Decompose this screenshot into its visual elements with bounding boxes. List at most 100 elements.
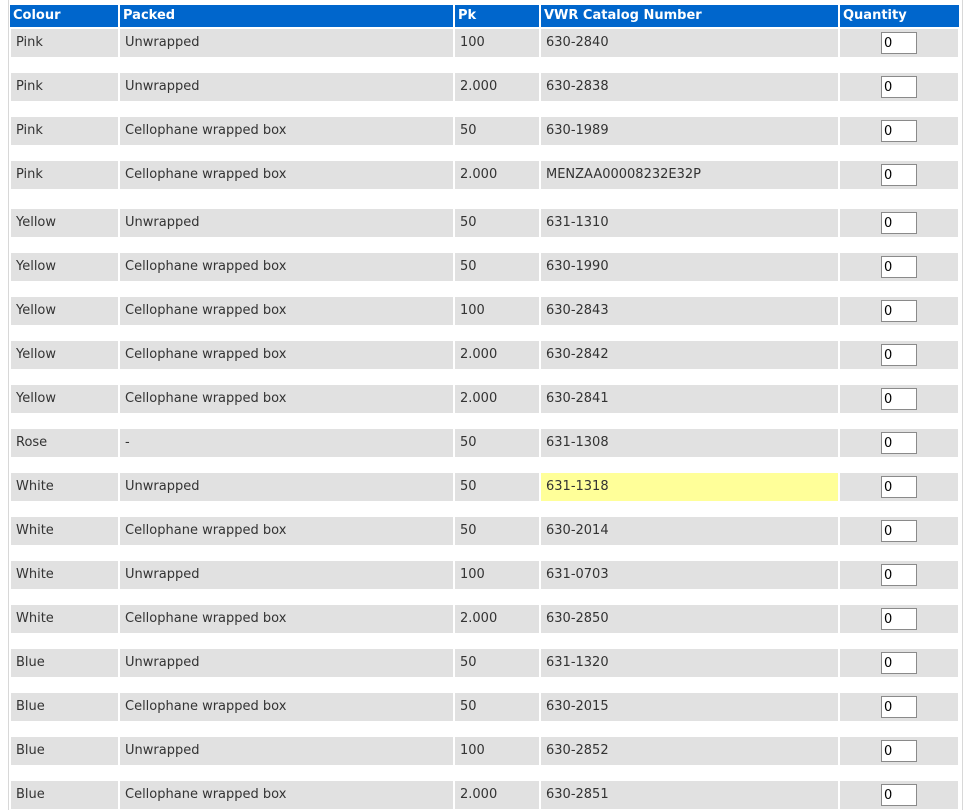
header-quantity: Quantity (840, 5, 959, 27)
cell-pk: 50 (455, 649, 539, 677)
cell-packed: Cellophane wrapped box (120, 517, 453, 545)
cell-packed: Unwrapped (120, 73, 453, 101)
table-row: Yellow Cellophane wrapped box 2.000 630-284… (0, 385, 966, 413)
cell-pk: 50 (455, 117, 539, 145)
cell-colour: Pink (11, 117, 118, 145)
cell-catalog-number: 630-2851 (541, 781, 838, 809)
table-row: Pink Unwrapped 2.000 630-2838 (0, 73, 966, 101)
table-header: Colour Packed Pk VWR Catalog Number Quan… (0, 5, 966, 27)
cell-colour: White (11, 605, 118, 633)
quantity-input[interactable] (881, 32, 917, 54)
cell-catalog-number: 630-2843 (541, 297, 838, 325)
table-right-border (962, 0, 963, 810)
cell-catalog-number: 630-2838 (541, 73, 838, 101)
quantity-input[interactable] (881, 164, 917, 186)
cell-packed: Cellophane wrapped box (120, 693, 453, 721)
cell-pk: 2.000 (455, 341, 539, 369)
cell-catalog-number: 631-1320 (541, 649, 838, 677)
cell-pk: 50 (455, 693, 539, 721)
table-row: Pink Cellophane wrapped box 2.000 MENZAA000… (0, 161, 966, 189)
cell-colour: Yellow (11, 297, 118, 325)
cell-pk: 2.000 (455, 385, 539, 413)
cell-pk: 2.000 (455, 781, 539, 809)
cell-packed: Unwrapped (120, 737, 453, 765)
quantity-input[interactable] (881, 300, 917, 322)
quantity-input[interactable] (881, 784, 917, 806)
cell-colour: Pink (11, 73, 118, 101)
quantity-input[interactable] (881, 256, 917, 278)
table-row: Blue Cellophane wrapped box 50 630-2015 (0, 693, 966, 721)
table-row: Blue Unwrapped 50 631-1320 (0, 649, 966, 677)
cell-colour: White (11, 561, 118, 589)
cell-colour: Pink (11, 29, 118, 57)
cell-packed: Cellophane wrapped box (120, 253, 453, 281)
cell-pk: 50 (455, 209, 539, 237)
table-row: Blue Unwrapped 100 630-2852 (0, 737, 966, 765)
cell-pk: 50 (455, 429, 539, 457)
cell-catalog-number: MENZAA00008232E32P (541, 161, 838, 189)
cell-pk: 2.000 (455, 73, 539, 101)
table-row: Pink Unwrapped 100 630-2840 (0, 29, 966, 57)
cell-colour: Blue (11, 693, 118, 721)
cell-pk: 50 (455, 253, 539, 281)
cell-catalog-number: 631-1308 (541, 429, 838, 457)
quantity-input[interactable] (881, 388, 917, 410)
cell-colour: Pink (11, 161, 118, 189)
table-row: White Unwrapped 50 631-1318 (0, 473, 966, 501)
cell-colour: Yellow (11, 385, 118, 413)
cell-catalog-number: 631-0703 (541, 561, 838, 589)
table-row: Yellow Cellophane wrapped box 2.000 630-284… (0, 341, 966, 369)
quantity-input[interactable] (881, 696, 917, 718)
cell-catalog-number: 631-1318 (541, 473, 838, 501)
table-row: White Unwrapped 100 631-0703 (0, 561, 966, 589)
quantity-input[interactable] (881, 344, 917, 366)
cell-packed: Cellophane wrapped box (120, 341, 453, 369)
quantity-input[interactable] (881, 608, 917, 630)
header-packed: Packed (120, 5, 453, 27)
cell-packed: Cellophane wrapped box (120, 161, 453, 189)
table-left-border (8, 0, 9, 810)
quantity-input[interactable] (881, 476, 917, 498)
cell-pk: 100 (455, 29, 539, 57)
cell-catalog-number: 630-2852 (541, 737, 838, 765)
table-row: Yellow Cellophane wrapped box 100 630-2843 (0, 297, 966, 325)
table-row: Blue Cellophane wrapped box 2.000 630-2851 (0, 781, 966, 809)
quantity-input[interactable] (881, 564, 917, 586)
cell-colour: Blue (11, 649, 118, 677)
cell-catalog-number: 630-2842 (541, 341, 838, 369)
cell-catalog-number: 630-2015 (541, 693, 838, 721)
cell-packed: Unwrapped (120, 473, 453, 501)
cell-colour: Yellow (11, 341, 118, 369)
cell-colour: White (11, 517, 118, 545)
quantity-input[interactable] (881, 76, 917, 98)
cell-packed: Unwrapped (120, 209, 453, 237)
cell-pk: 50 (455, 517, 539, 545)
table-row: Yellow Unwrapped 50 631-1310 (0, 209, 966, 237)
cell-packed: Unwrapped (120, 29, 453, 57)
cell-packed: Cellophane wrapped box (120, 297, 453, 325)
cell-catalog-number: 630-2850 (541, 605, 838, 633)
cell-packed: Unwrapped (120, 649, 453, 677)
cell-packed: Unwrapped (120, 561, 453, 589)
cell-packed: Cellophane wrapped box (120, 605, 453, 633)
cell-catalog-number: 630-2841 (541, 385, 838, 413)
quantity-input[interactable] (881, 652, 917, 674)
cell-packed: Cellophane wrapped box (120, 117, 453, 145)
table-row: Pink Cellophane wrapped box 50 630-1989 (0, 117, 966, 145)
quantity-input[interactable] (881, 432, 917, 454)
cell-colour: Yellow (11, 253, 118, 281)
cell-pk: 100 (455, 297, 539, 325)
cell-packed: Cellophane wrapped box (120, 385, 453, 413)
cell-catalog-number: 630-2840 (541, 29, 838, 57)
cell-pk: 2.000 (455, 605, 539, 633)
cell-catalog-number: 630-2014 (541, 517, 838, 545)
quantity-input[interactable] (881, 520, 917, 542)
quantity-input[interactable] (881, 212, 917, 234)
quantity-input[interactable] (881, 120, 917, 142)
table-row: Rose -50 631-1308 (0, 429, 966, 457)
table-row: White Cellophane wrapped box 2.000 630-2850 (0, 605, 966, 633)
quantity-input[interactable] (881, 740, 917, 762)
cell-catalog-number: 630-1990 (541, 253, 838, 281)
cell-pk: 100 (455, 561, 539, 589)
cell-colour: Yellow (11, 209, 118, 237)
